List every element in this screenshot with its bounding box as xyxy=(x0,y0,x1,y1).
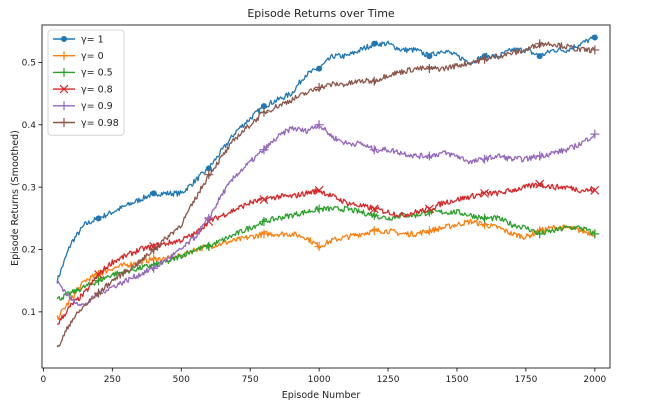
data-point-marker xyxy=(480,188,489,198)
data-point-marker xyxy=(424,64,434,74)
data-point-marker xyxy=(590,185,600,195)
data-point-marker xyxy=(150,190,157,197)
data-point-marker xyxy=(369,204,379,214)
y-axis-title: Episode Returns (Smoothed) xyxy=(10,130,21,266)
data-point-marker xyxy=(535,151,545,161)
series-5 xyxy=(56,39,600,348)
data-point-marker xyxy=(424,151,434,161)
data-point-marker xyxy=(260,103,267,110)
legend-item: γ= 0.9 xyxy=(53,101,113,112)
data-point-marker xyxy=(536,53,543,60)
data-point-marker xyxy=(535,39,545,49)
data-point-marker xyxy=(480,54,490,64)
data-point-marker xyxy=(424,226,434,236)
legend-label: γ= 1 xyxy=(81,34,104,45)
data-point-marker xyxy=(95,215,102,222)
data-point-marker xyxy=(426,53,433,60)
chart-title: Episode Returns over Time xyxy=(247,7,395,20)
data-point-marker xyxy=(424,204,434,214)
data-point-marker xyxy=(314,241,324,251)
x-tick-label: 500 xyxy=(173,375,190,385)
series-line xyxy=(56,218,596,321)
data-point-marker xyxy=(480,213,490,223)
legend-label: γ= 0.8 xyxy=(81,84,113,95)
x-tick-label: 1750 xyxy=(514,375,537,385)
data-point-marker xyxy=(535,179,545,189)
legend-item: γ= 0.98 xyxy=(53,118,119,129)
legend-label: γ= 0.5 xyxy=(81,68,113,79)
data-point-marker xyxy=(259,195,269,205)
y-tick-label: 0.5 xyxy=(22,59,36,69)
legend-marker xyxy=(59,51,69,61)
legend-marker xyxy=(61,36,67,42)
data-point-marker xyxy=(590,45,600,55)
y-tick-label: 0.3 xyxy=(22,183,36,193)
data-point-marker xyxy=(204,241,214,251)
axis-ticks: 0 250 500 750 1000 1250 1500 1750 2000 0.1 0.2 0.3 0… xyxy=(22,59,607,385)
data-point-marker xyxy=(149,263,159,273)
axes-frame xyxy=(41,24,611,369)
legend-label: γ= 0 xyxy=(81,51,104,62)
legend-marker xyxy=(59,84,69,94)
legend-marker xyxy=(59,67,69,77)
series-line xyxy=(56,123,596,307)
legend-marker xyxy=(59,101,69,111)
series-2 xyxy=(56,204,600,301)
data-point-marker xyxy=(205,165,212,172)
data-point-marker xyxy=(371,40,378,47)
plot-area xyxy=(56,34,600,348)
data-point-marker xyxy=(94,288,104,298)
data-point-marker xyxy=(149,245,159,255)
data-point-marker xyxy=(314,82,324,92)
y-tick-label: 0.2 xyxy=(22,246,36,256)
data-point-marker xyxy=(590,229,600,239)
data-point-marker xyxy=(259,216,269,226)
data-point-marker xyxy=(591,34,598,41)
x-tick-label: 1000 xyxy=(308,375,331,385)
legend-item: γ= 1 xyxy=(53,34,104,45)
series-line xyxy=(56,205,596,301)
data-point-marker xyxy=(314,185,324,195)
data-point-marker xyxy=(204,170,214,180)
series-line xyxy=(56,40,596,348)
data-point-marker xyxy=(259,107,269,117)
data-point-marker xyxy=(369,210,379,220)
y-tick-label: 0.1 xyxy=(22,308,36,318)
legend-label: γ= 0.9 xyxy=(81,101,113,112)
x-tick-label: 1500 xyxy=(446,375,469,385)
data-point-marker xyxy=(316,65,323,72)
data-point-marker xyxy=(480,154,490,164)
x-tick-label: 2000 xyxy=(583,375,606,385)
series-4 xyxy=(56,120,600,307)
data-point-marker xyxy=(590,129,600,139)
series-3 xyxy=(56,179,600,326)
x-tick-label: 1250 xyxy=(377,375,400,385)
legend-item: γ= 0.8 xyxy=(53,84,113,95)
x-axis-title: Episode Number xyxy=(282,390,361,401)
data-point-marker xyxy=(204,213,214,223)
x-tick-label: 250 xyxy=(104,375,121,385)
legend-marker xyxy=(59,118,69,127)
legend-item: γ= 0.5 xyxy=(53,68,113,79)
x-tick-label: 0 xyxy=(41,375,47,385)
data-point-marker xyxy=(369,226,379,236)
data-point-marker xyxy=(259,145,269,155)
legend-label: γ= 0.98 xyxy=(81,118,119,129)
data-point-marker xyxy=(94,276,104,286)
data-point-marker xyxy=(369,76,379,86)
data-point-marker xyxy=(535,229,545,239)
y-tick-label: 0.4 xyxy=(22,121,37,131)
x-tick-label: 750 xyxy=(242,375,259,385)
legend-item: γ= 0 xyxy=(53,51,104,62)
series-line xyxy=(56,35,596,284)
data-point-marker xyxy=(259,229,269,239)
data-point-marker xyxy=(369,145,379,155)
data-point-marker xyxy=(314,120,324,130)
data-point-marker xyxy=(94,270,103,279)
data-point-marker xyxy=(314,204,324,214)
series-line xyxy=(56,181,596,326)
legend: γ= 1 γ= 0 γ= 0.5 γ= 0.8 γ= 0.9 γ= 0.98 xyxy=(47,29,125,136)
